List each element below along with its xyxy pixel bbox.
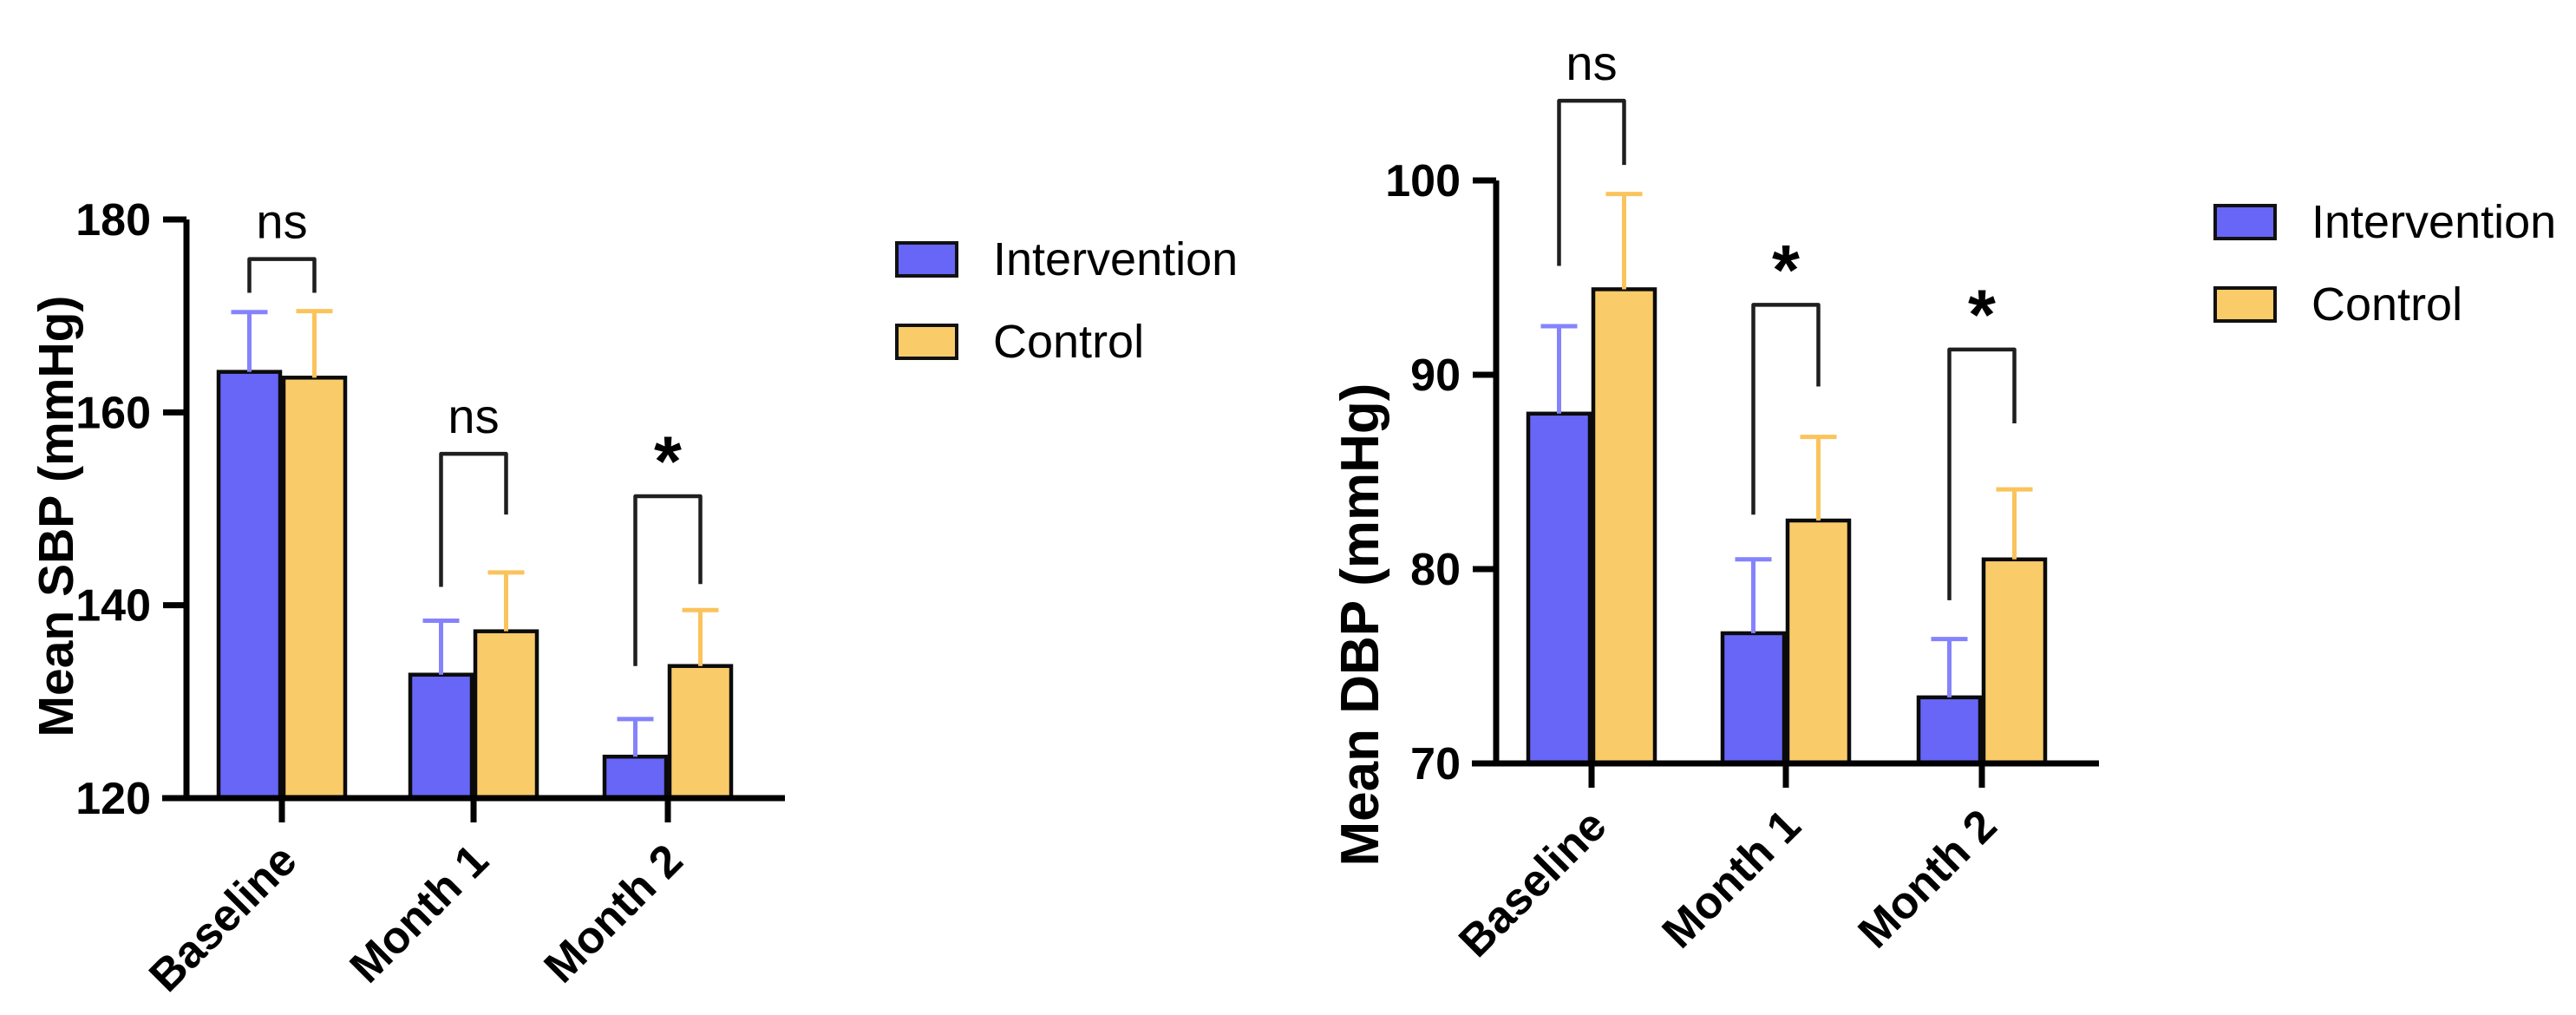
sbp-legend: Intervention Control	[895, 233, 1239, 368]
bar-control-month-1	[473, 629, 539, 801]
legend-label-control: Control	[993, 316, 1145, 368]
bar-control-month-1	[1785, 518, 1852, 766]
y-tick-label: 160	[75, 388, 151, 438]
category-label-month-2: Month 2	[1849, 800, 2007, 958]
significance-label-baseline: ns	[256, 194, 307, 249]
sbp-y-axis-title: Mean SBP (mmHg)	[29, 295, 84, 737]
y-tick-label: 80	[1410, 545, 1461, 595]
bar-control-month-2	[1981, 557, 2048, 766]
legend-label-control: Control	[2311, 278, 2463, 331]
y-tick-label: 70	[1410, 739, 1461, 789]
sbp-chart: 120 140 160 180 Baseline Month 1 Month 2 ns ns *	[75, 194, 785, 995]
significance-label-month-1: *	[1772, 231, 1800, 310]
category-label-baseline: Baseline	[140, 835, 306, 995]
y-tick-label: 100	[1385, 156, 1461, 206]
significance-label-month-1: ns	[448, 389, 499, 443]
intervention-swatch	[2213, 204, 2277, 240]
dbp-chart: 70 80 90 100 Baseline Month 1 Month 2 ns * *	[1385, 36, 2099, 967]
bar-intervention-month-2	[1916, 695, 1983, 766]
dbp-y-axis-title: Mean DBP (mmHg)	[1330, 383, 1390, 867]
significance-label-baseline: ns	[1566, 36, 1617, 90]
bar-control-month-2	[667, 664, 734, 801]
legend-item-control: Control	[895, 316, 1238, 368]
significance-bracket-baseline	[247, 257, 317, 293]
legend-label-intervention: Intervention	[2311, 196, 2557, 248]
category-label-month-1: Month 1	[341, 835, 499, 992]
bar-control-baseline	[281, 376, 348, 801]
control-swatch	[895, 324, 958, 360]
category-label-month-1: Month 1	[1653, 800, 1811, 958]
bar-control-baseline	[1591, 287, 1657, 766]
legend-item-control: Control	[2213, 278, 2556, 331]
significance-bracket-month-1	[439, 451, 508, 587]
significance-bracket-month-2	[633, 494, 703, 666]
legend-item-intervention: Intervention	[895, 233, 1239, 285]
y-tick-label: 120	[75, 774, 151, 824]
bar-intervention-month-1	[408, 672, 474, 801]
intervention-swatch	[895, 241, 958, 278]
bar-intervention-month-1	[1720, 631, 1787, 766]
significance-bracket-month-1	[1751, 303, 1821, 515]
legend-item-intervention: Intervention	[2213, 196, 2557, 248]
significance-label-month-2: *	[654, 422, 682, 501]
bar-intervention-baseline	[216, 370, 283, 801]
category-label-baseline: Baseline	[1449, 800, 1616, 966]
significance-bracket-month-2	[1947, 347, 2017, 600]
legend-label-intervention: Intervention	[993, 233, 1239, 285]
bar-intervention-baseline	[1526, 411, 1592, 766]
significance-label-month-2: *	[1968, 276, 1996, 355]
bar-intervention-month-2	[602, 754, 669, 801]
dbp-legend: Intervention Control	[2213, 196, 2557, 331]
y-tick-label: 140	[75, 581, 151, 632]
category-label-month-2: Month 2	[535, 835, 693, 992]
significance-bracket-baseline	[1557, 98, 1626, 266]
control-swatch	[2213, 286, 2277, 323]
y-tick-label: 90	[1410, 350, 1461, 401]
y-tick-label: 180	[75, 195, 151, 246]
